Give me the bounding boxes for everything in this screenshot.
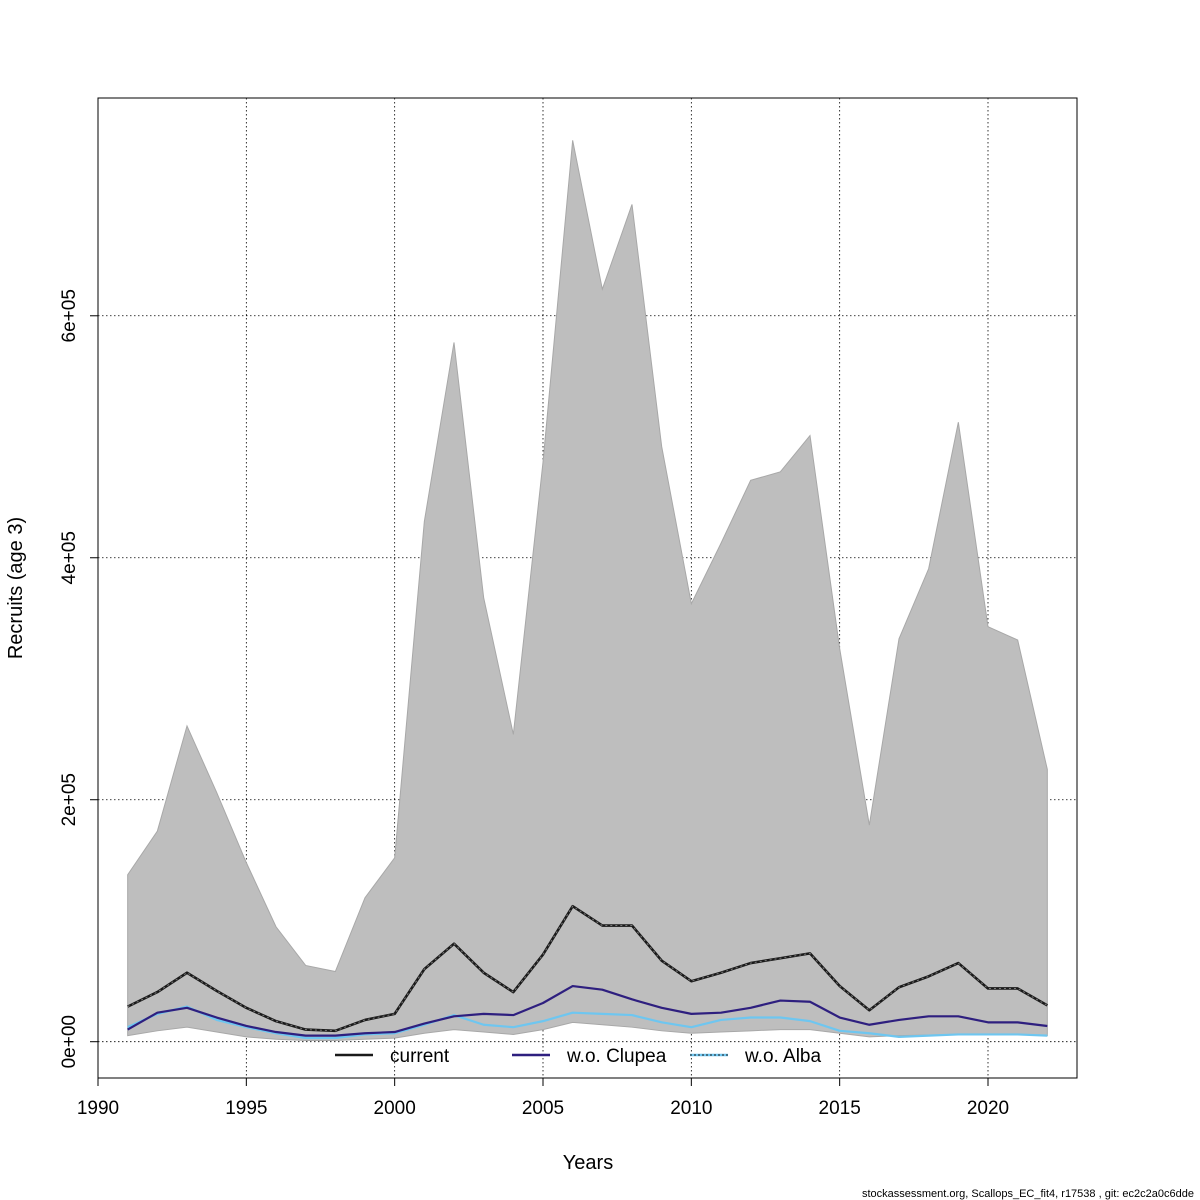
x-tick-label-2010: 2010	[670, 1098, 712, 1119]
series-lines	[127, 904, 1048, 1040]
x-tick-label-1995: 1995	[225, 1098, 267, 1119]
x-axis: 1990 1995 2000 2005 2010 2015 2020	[77, 1077, 1009, 1119]
legend-label-current: current	[390, 1046, 450, 1067]
legend: current w.o. Clupea w.o. Alba	[335, 1046, 821, 1067]
x-axis-title: Years	[563, 1152, 613, 1174]
x-tick-label-2005: 2005	[522, 1098, 564, 1119]
legend-label-w-o-clupea: w.o. Clupea	[566, 1046, 667, 1067]
y-tick-label-600000: 6e+05	[59, 289, 80, 342]
y-axis: 0e+00 2e+05 4e+05 6e+05	[59, 289, 99, 1068]
x-tick-label-1990: 1990	[77, 1098, 119, 1119]
confidence-band	[127, 140, 1048, 1041]
y-axis-title: Recruits (age 3)	[5, 517, 27, 659]
footer-note: stockassessment.org, Scallops_EC_fit4, r…	[862, 1188, 1194, 1200]
y-tick-label-200000: 2e+05	[59, 773, 80, 826]
series-line-w-o-alba	[127, 1005, 1048, 1040]
x-tick-label-2015: 2015	[819, 1098, 861, 1119]
x-tick-label-2000: 2000	[374, 1098, 416, 1119]
x-tick-label-2020: 2020	[967, 1098, 1009, 1119]
legend-label-w-o-alba: w.o. Alba	[744, 1046, 821, 1067]
y-tick-label-0: 0e+00	[59, 1015, 80, 1068]
series-line-current-dash	[127, 905, 1048, 1032]
series-line-w-o-clupea	[127, 984, 1048, 1037]
y-tick-label-400000: 4e+05	[59, 531, 80, 584]
